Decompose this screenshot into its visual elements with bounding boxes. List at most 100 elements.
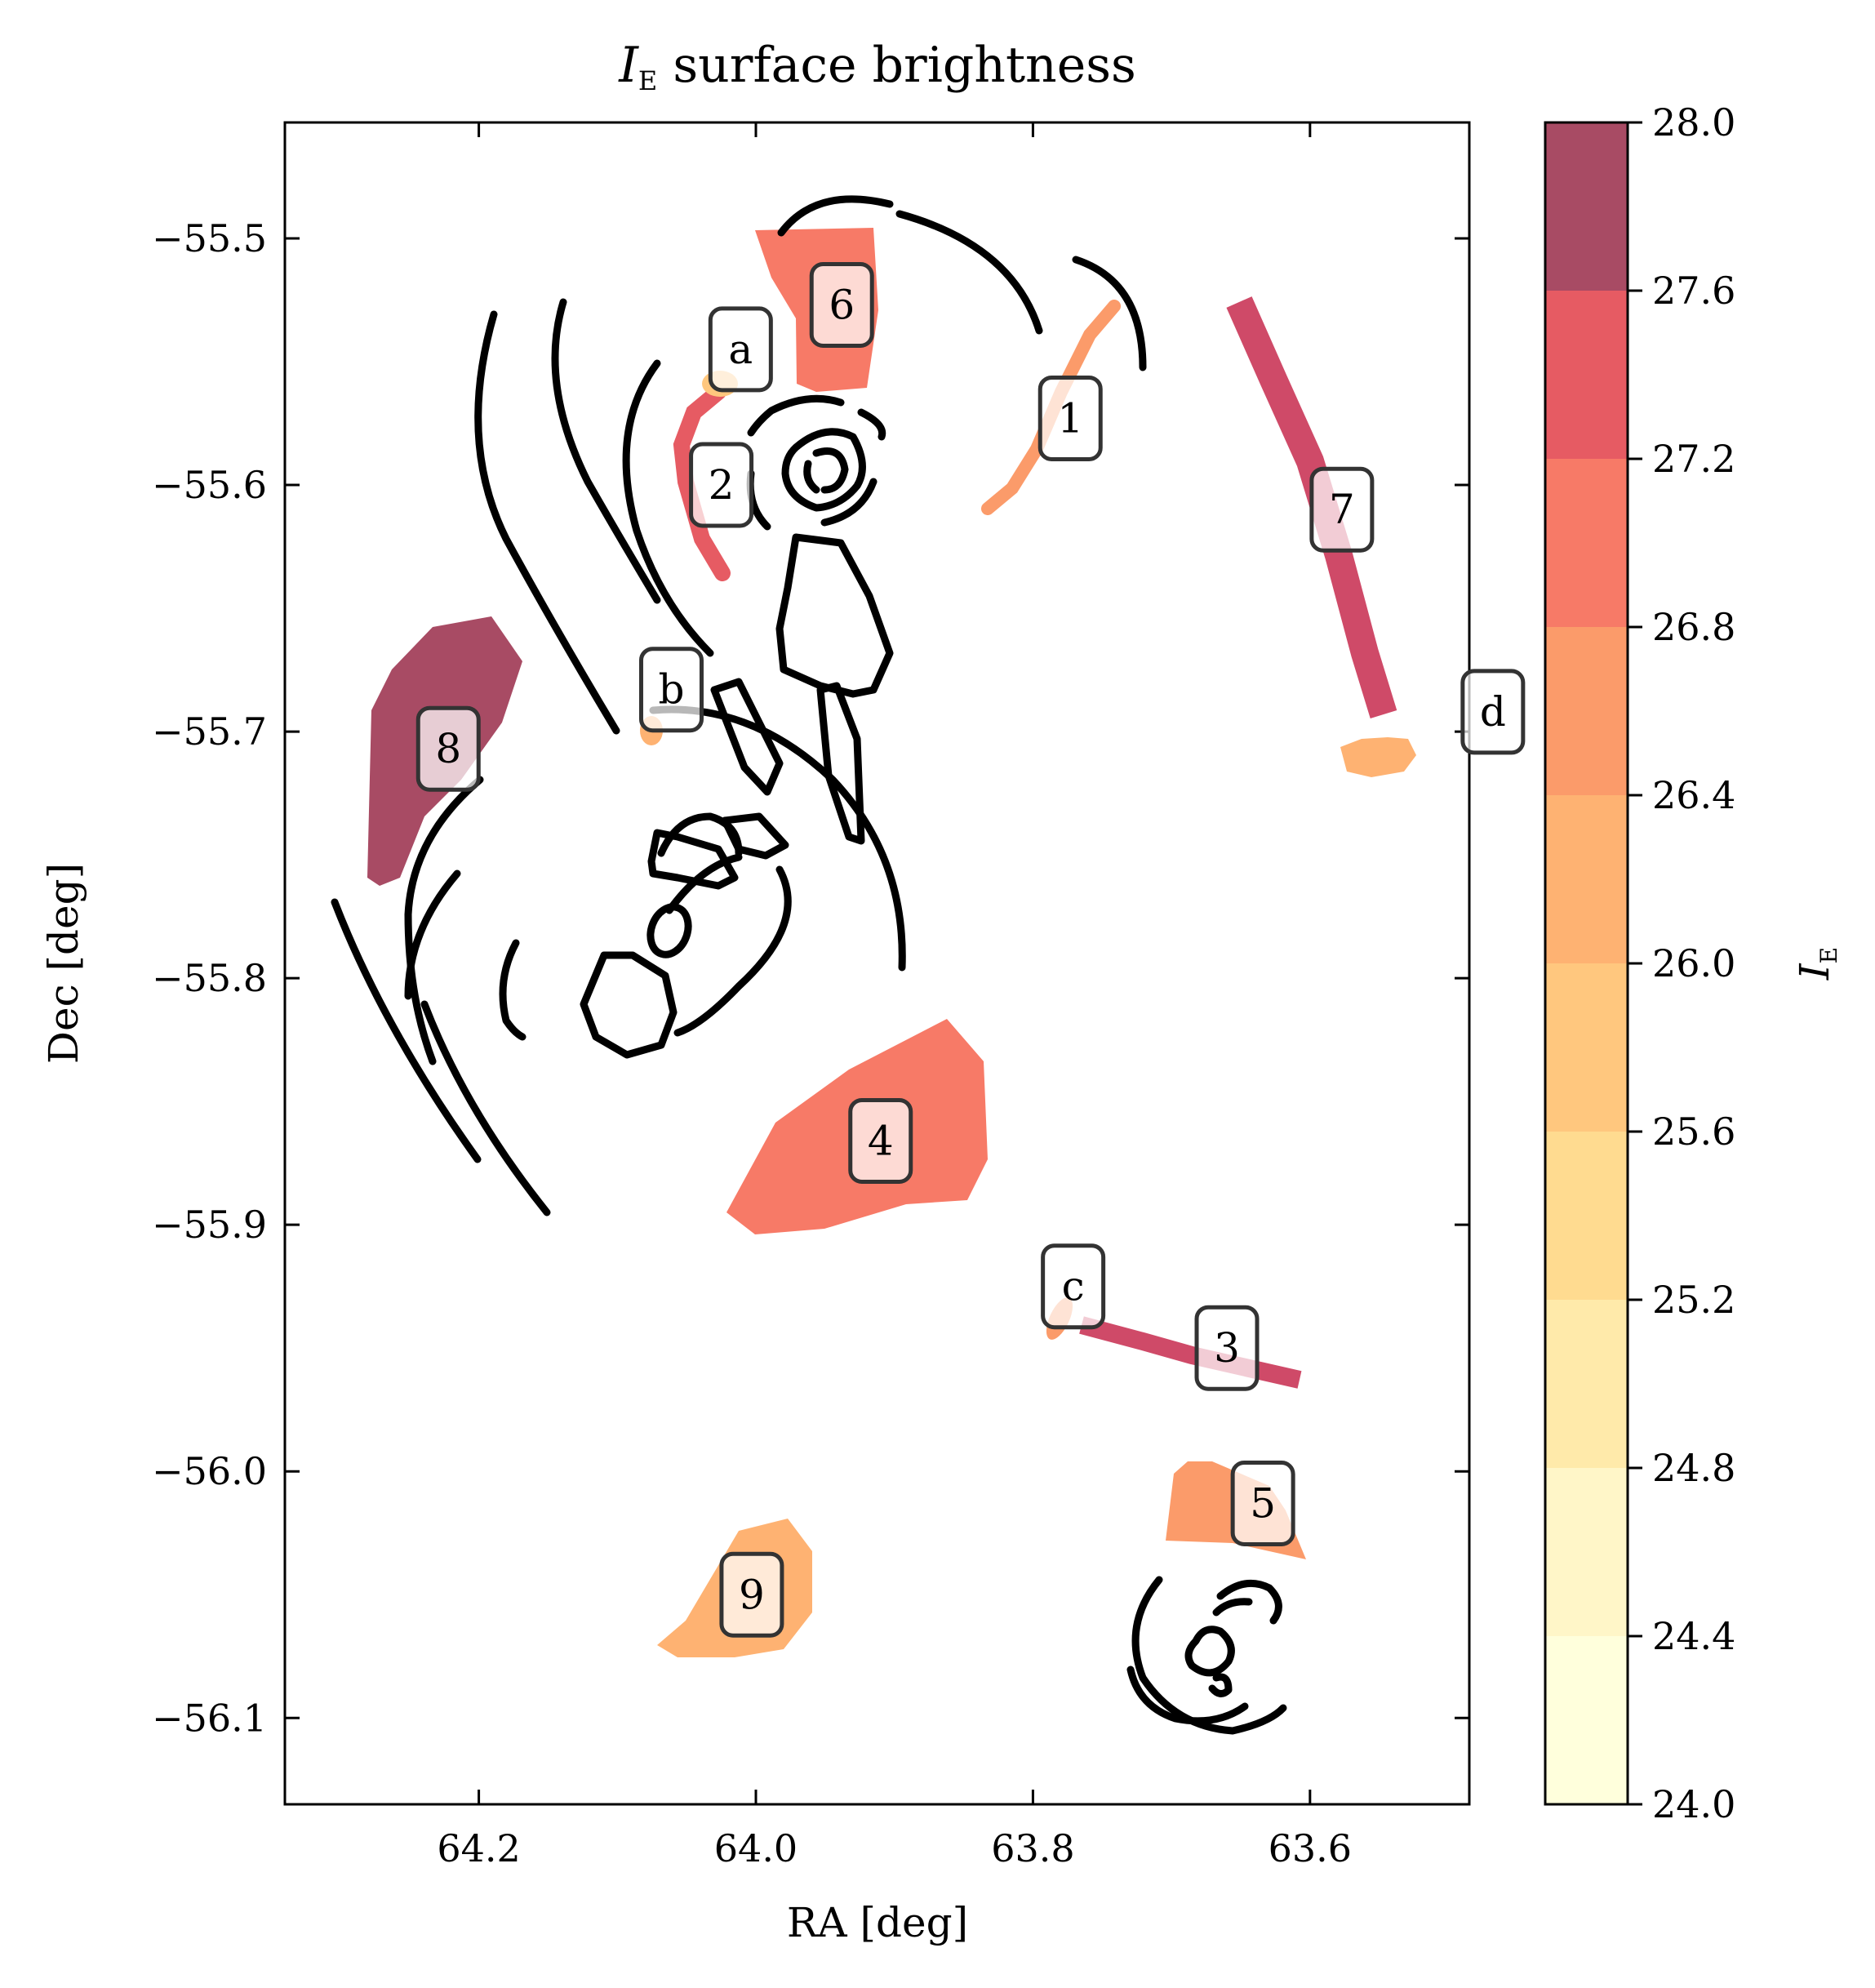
colorbar-band bbox=[1545, 459, 1628, 627]
contour-galaxy-core-3 bbox=[657, 812, 743, 857]
contour-bulb bbox=[775, 533, 894, 698]
colorbar-tick-label: 26.4 bbox=[1652, 773, 1735, 817]
contour-galaxy-oval bbox=[646, 903, 692, 958]
y-tick-label: −55.5 bbox=[152, 216, 267, 260]
contour-arc-right bbox=[1072, 256, 1147, 371]
x-tick-label: 63.8 bbox=[991, 1826, 1074, 1870]
colorbar-band bbox=[1545, 1636, 1628, 1804]
contour-bottom-core-1 bbox=[1212, 1579, 1282, 1625]
region-label-text: 7 bbox=[1329, 486, 1355, 533]
region-label-box bbox=[689, 442, 754, 528]
colorbar-tick-label: 24.0 bbox=[1652, 1782, 1735, 1826]
contour-bottom-core-3 bbox=[1208, 1673, 1233, 1697]
colorbar-label: IE bbox=[1791, 947, 1842, 981]
colorbar-tick-label: 27.2 bbox=[1652, 437, 1735, 481]
x-axis: 64.2 64.0 63.8 63.6 bbox=[437, 122, 1352, 1870]
region-label-d: d bbox=[1460, 669, 1526, 755]
region-label-box bbox=[848, 1097, 913, 1184]
region-label-box bbox=[809, 262, 874, 349]
region-label-3: 3 bbox=[1194, 1305, 1260, 1391]
region-label-5: 5 bbox=[1230, 1460, 1295, 1546]
chart-title-main: I bbox=[618, 37, 639, 94]
region-label-9: 9 bbox=[719, 1551, 784, 1638]
contour-galaxy-loop bbox=[580, 951, 678, 1059]
region-label-box bbox=[638, 647, 704, 733]
region-label-4: 4 bbox=[848, 1097, 913, 1184]
y-tick-label: −55.6 bbox=[152, 463, 267, 507]
region-label-box bbox=[1460, 669, 1526, 755]
colorbar-tick-label: 25.2 bbox=[1652, 1278, 1735, 1322]
region-label-1: 1 bbox=[1037, 375, 1103, 461]
x-tick-label: 64.0 bbox=[714, 1826, 798, 1870]
colorbar-label-sub: E bbox=[1815, 947, 1842, 963]
contour-outer-2 bbox=[551, 298, 661, 604]
colorbar-band bbox=[1545, 1132, 1628, 1300]
contour-long-left-2 bbox=[420, 1000, 551, 1216]
contour-lines bbox=[331, 195, 1287, 1735]
region-label-box bbox=[415, 705, 481, 792]
region-label-b: b bbox=[638, 647, 704, 733]
region-label-text: 3 bbox=[1214, 1324, 1240, 1372]
y-axis: −55.5 −55.6 −55.7 −55.8 −55.9 −56.0 −56.1 bbox=[152, 216, 1469, 1740]
region-d-fill bbox=[1340, 737, 1416, 777]
x-axis-label: RA [deg] bbox=[787, 1899, 968, 1946]
chart-title: IE surface brightness bbox=[618, 37, 1136, 96]
contour-bottom-ring-mid bbox=[1126, 1666, 1249, 1725]
colorbar-tick-label: 26.0 bbox=[1652, 941, 1735, 985]
region-label-text: a bbox=[728, 326, 753, 373]
colorbar-band bbox=[1545, 963, 1628, 1132]
y-axis-label: Dec [deg] bbox=[40, 863, 87, 1064]
y-tick-label: −55.9 bbox=[152, 1203, 267, 1247]
contour-bottom-core-2 bbox=[1184, 1626, 1235, 1677]
chart-title-rest: surface brightness bbox=[657, 37, 1136, 94]
colorbar-band bbox=[1545, 122, 1628, 291]
region-label-8: 8 bbox=[415, 705, 481, 792]
colorbar-band bbox=[1545, 291, 1628, 459]
region-label-text: b bbox=[658, 666, 684, 714]
brightness-regions bbox=[367, 228, 1416, 1657]
region-label-text: 1 bbox=[1057, 394, 1083, 442]
contour-strip-2 bbox=[816, 682, 865, 845]
colorbar-tick-label: 24.4 bbox=[1652, 1614, 1735, 1658]
region-label-text: 4 bbox=[868, 1117, 894, 1164]
colorbar-tick-label: 27.6 bbox=[1652, 269, 1735, 313]
contour-strip-1 bbox=[710, 678, 784, 796]
region-label-box bbox=[1037, 375, 1103, 461]
region-label-box bbox=[1041, 1243, 1106, 1330]
contour-arc-top-right bbox=[895, 210, 1043, 335]
contour-bottom-ring-outer bbox=[1131, 1576, 1287, 1735]
region-label-a: a bbox=[708, 306, 773, 393]
colorbar-tick-label: 26.8 bbox=[1652, 605, 1735, 649]
region-label-text: 6 bbox=[829, 282, 855, 329]
colorbar-tick-label: 25.6 bbox=[1652, 1110, 1735, 1154]
y-tick-label: −56.1 bbox=[152, 1696, 267, 1740]
colorbar: 24.0 24.4 24.8 25.2 25.6 26.0 26.4 26.8 27.2 27.6… bbox=[1544, 100, 1735, 1826]
region-label-box bbox=[719, 1551, 784, 1638]
region-label-box bbox=[1230, 1460, 1295, 1546]
region-label-box bbox=[1309, 466, 1375, 553]
contour-outer-1 bbox=[474, 310, 620, 735]
colorbar-band bbox=[1545, 627, 1628, 795]
contour-dash-left bbox=[499, 939, 527, 1041]
colorbar-tick-label: 24.8 bbox=[1652, 1446, 1735, 1490]
colorbar-band bbox=[1545, 1300, 1628, 1468]
region-label-box bbox=[708, 306, 773, 393]
contour-big-arc bbox=[649, 705, 906, 972]
colorbar-band bbox=[1545, 795, 1628, 963]
contour-long-left-1 bbox=[331, 898, 482, 1163]
contour-galaxy-core-1 bbox=[647, 829, 739, 890]
y-tick-label: −55.7 bbox=[152, 709, 267, 754]
x-tick-label: 64.2 bbox=[437, 1826, 520, 1870]
contour-arc-top bbox=[777, 195, 894, 237]
contour-inner-ring-2 bbox=[781, 428, 866, 512]
y-tick-label: −56.0 bbox=[152, 1449, 267, 1493]
region-labels: 1 2 3 4 5 6 7 8 9 a b c d bbox=[415, 262, 1526, 1638]
region-label-7: 7 bbox=[1309, 466, 1375, 553]
colorbar-tick-label: 28.0 bbox=[1652, 100, 1735, 145]
contour-arc-small-1 bbox=[404, 776, 484, 1065]
region-label-2: 2 bbox=[689, 442, 754, 528]
region-label-box bbox=[1194, 1305, 1260, 1391]
region-label-text: c bbox=[1062, 1263, 1085, 1310]
region-label-6: 6 bbox=[809, 262, 874, 349]
